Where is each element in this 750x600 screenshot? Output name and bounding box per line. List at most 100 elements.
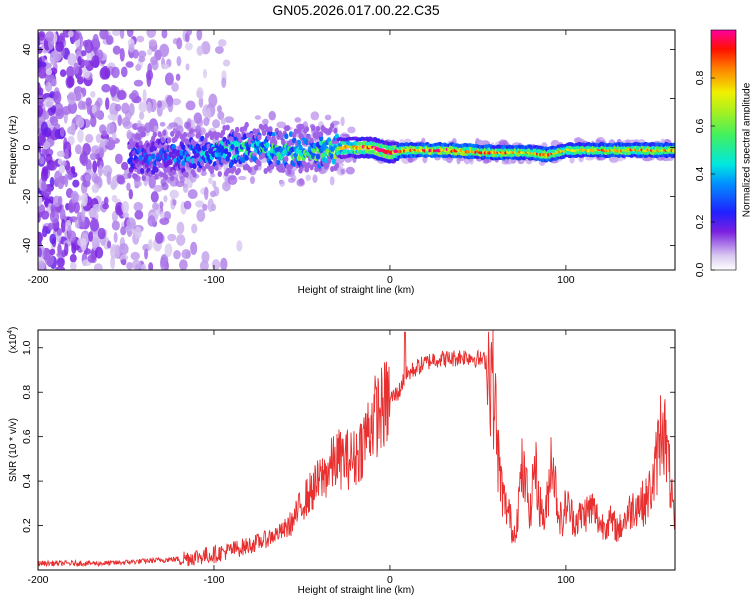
heatmap-cell — [334, 162, 340, 169]
heatmap-cell — [38, 35, 41, 48]
heatmap-cell — [192, 171, 197, 178]
heatmap-cell — [230, 143, 235, 150]
heatmap-cell — [72, 179, 80, 188]
heatmap-cell — [99, 30, 109, 40]
heatmap-cell — [126, 262, 133, 270]
top-y-tick-label: -20 — [21, 189, 33, 204]
heatmap-cell — [121, 102, 130, 114]
heatmap-cell — [501, 159, 510, 165]
heatmap-cell — [59, 69, 67, 78]
heatmap-cell — [91, 219, 98, 229]
heatmap-cell — [55, 108, 65, 120]
heatmap-cell — [244, 121, 249, 128]
heatmap-cell — [138, 111, 145, 120]
colorbar-ticks: 0.0 0.2 0.4 0.6 0.8 — [694, 71, 715, 278]
heatmap-cell — [131, 259, 142, 270]
heatmap-cell — [111, 194, 118, 203]
heatmap-cell — [181, 249, 191, 260]
heatmap-cell — [109, 84, 118, 97]
heatmap-cell — [154, 173, 159, 180]
top-y-tick-label: -40 — [21, 238, 33, 253]
heatmap-cell — [93, 263, 103, 270]
heatmap-cell — [116, 175, 125, 185]
heatmap-cell — [38, 66, 47, 79]
heatmap-cell — [236, 240, 243, 252]
heatmap-cell — [43, 111, 50, 120]
heatmap-cell — [89, 152, 97, 161]
heatmap-cell — [196, 45, 204, 56]
heatmap-cell — [38, 132, 46, 146]
heatmap-cell — [279, 179, 286, 187]
heatmap-cell — [156, 100, 163, 108]
heatmap-cell — [111, 175, 119, 189]
heatmap-cell — [38, 46, 43, 54]
heatmap-cell — [49, 51, 57, 65]
heatmap-cell — [126, 30, 134, 38]
colorbar-tick-label: 0.0 — [694, 263, 706, 278]
heatmap-cell — [294, 117, 302, 123]
heatmap-cell — [221, 77, 227, 89]
heatmap-cell — [200, 170, 207, 177]
heatmap-cell — [224, 116, 234, 123]
heatmap-cell — [53, 91, 62, 105]
heatmap-cell — [163, 195, 168, 203]
heatmap-cell — [273, 155, 278, 162]
heatmap-cell — [128, 138, 134, 145]
heatmap-cell — [265, 142, 270, 149]
heatmap-cell — [97, 165, 103, 177]
heatmap-cell — [148, 239, 153, 250]
heatmap-cell — [185, 100, 196, 111]
bottom-x-tick-label: -100 — [203, 574, 224, 586]
heatmap-cell — [49, 176, 55, 187]
heatmap-cell — [642, 156, 653, 162]
heatmap-cell — [208, 177, 213, 185]
heatmap-cell — [196, 117, 204, 128]
colorbar-tick-label: 0.8 — [694, 71, 706, 86]
heatmap-cell — [106, 122, 115, 135]
heatmap-cell — [93, 176, 100, 184]
heatmap-cell — [101, 83, 111, 93]
top-x-tick-label: 0 — [387, 274, 393, 286]
heatmap-cell — [126, 129, 133, 140]
heatmap-cell — [92, 160, 98, 173]
heatmap-cell — [175, 73, 181, 81]
heatmap-cell — [110, 255, 116, 270]
heatmap-cell — [176, 130, 181, 137]
heatmap-cell — [268, 110, 276, 121]
heatmap-cell — [47, 222, 54, 231]
heatmap-cell — [309, 164, 314, 171]
heatmap-cell — [84, 59, 89, 67]
heatmap-cell — [138, 101, 148, 113]
heatmap-cell — [179, 175, 185, 183]
heatmap-cell — [147, 215, 156, 227]
heatmap-cell — [202, 203, 208, 212]
heatmap-cell — [186, 30, 193, 36]
heatmap-cell — [196, 131, 202, 138]
heatmap-cell — [257, 134, 262, 141]
snr-panel: -200 -100 0 100 0.2 0.4 0.6 0.8 1.0 Height of st… — [7, 327, 676, 596]
heatmap-cell — [296, 178, 305, 187]
heatmap-cell — [143, 147, 148, 154]
heatmap-cell — [318, 135, 324, 142]
heatmap-cell — [77, 55, 82, 66]
heatmap-cell — [136, 134, 142, 141]
heatmap-cell — [92, 33, 99, 48]
heatmap-cell — [227, 151, 232, 158]
heatmap-cell — [136, 35, 145, 43]
heatmap-cell — [51, 78, 57, 87]
heatmap-cell — [179, 259, 188, 270]
heatmap-cell — [347, 126, 356, 134]
heatmap-cell — [148, 262, 154, 270]
heatmap-cell — [119, 242, 129, 256]
heatmap-cell — [159, 211, 165, 219]
heatmap-cell — [111, 132, 117, 141]
top-y-axis-label: Frequency (Hz) — [8, 116, 19, 185]
heatmap-cell — [167, 233, 177, 242]
heatmap-cell — [212, 180, 217, 189]
heatmap-cell — [157, 131, 162, 138]
heatmap-cell — [83, 248, 92, 255]
heatmap-cell — [159, 256, 168, 270]
heatmap-cell — [57, 242, 62, 256]
heatmap-cell — [58, 164, 66, 174]
